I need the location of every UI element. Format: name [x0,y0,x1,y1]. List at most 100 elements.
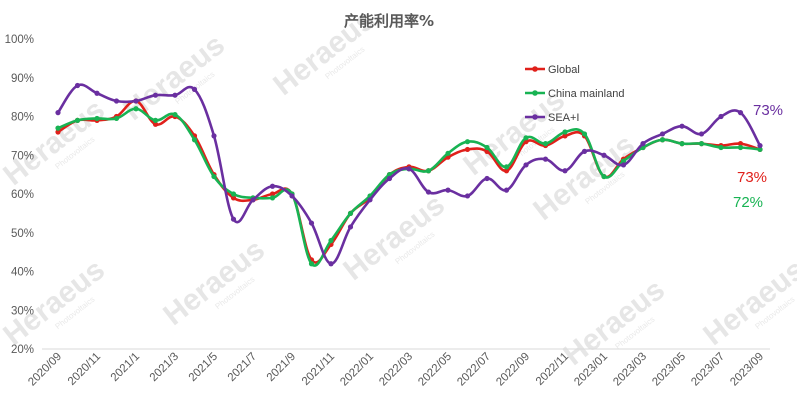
x-tick-label: 2023/09 [728,351,766,389]
y-tick-label: 40% [11,267,34,279]
x-tick-label: 2022/11 [534,351,571,388]
y-axis: 20% 30% 40% 50% 60% 70% 80% 90% 100% [5,34,34,356]
series-sea-i [55,82,763,267]
point-global [269,191,276,197]
point-china-mainland [757,146,763,153]
point-sea-i [620,162,627,168]
y-tick-label: 70% [11,150,34,162]
point-sea-i [347,224,354,230]
point-china-mainland [269,195,276,201]
plot-area [55,82,763,267]
point-sea-i [289,193,295,199]
point-china-mainland [347,210,354,216]
legend-label: Global [548,64,580,76]
end-value-label: 72% [733,194,763,211]
point-sea-i [152,92,159,98]
x-tick-label: 2023/07 [689,351,727,389]
end-value-label: 73% [753,102,783,119]
point-global [737,141,744,147]
point-sea-i [737,110,744,116]
point-global [503,168,510,174]
point-china-mainland [113,115,120,122]
point-sea-i [133,98,139,104]
point-china-mainland [581,131,588,137]
legend: Global China mainland SEA+I [525,64,624,124]
point-sea-i [250,197,256,203]
point-sea-i [55,110,61,116]
point-china-mainland [718,144,724,151]
point-global [55,129,61,135]
x-tick-label: 2022/05 [416,351,454,389]
point-sea-i [172,92,178,98]
legend-item-sea-i: SEA+I [525,112,580,124]
point-china-mainland [523,135,529,141]
point-global [562,133,568,139]
point-sea-i [308,220,315,226]
x-tick-label: 2021/5 [187,351,220,384]
point-sea-i [640,141,646,147]
x-tick-label: 2022/07 [455,351,493,389]
y-tick-label: 50% [11,228,34,240]
point-sea-i [659,131,666,137]
point-china-mainland [464,139,471,145]
legend-item-global: Global [525,64,580,76]
point-china-mainland [172,111,178,118]
point-global [152,121,159,127]
x-tick-label: 2021/9 [265,351,298,384]
x-tick-label: 2020/11 [66,351,103,388]
point-sea-i [386,175,393,182]
point-sea-i [757,142,763,149]
chart-title: 产能利用率% [344,12,434,30]
point-china-mainland [191,137,198,143]
point-china-mainland [698,141,705,147]
x-tick-label: 2023/05 [650,351,688,389]
legend-item-china-mainland: China mainland [525,88,624,100]
x-tick-label: 2021/3 [148,351,181,384]
point-china-mainland [328,237,334,244]
x-tick-label: 2022/01 [338,351,376,389]
point-sea-i [191,86,198,92]
legend-label: China mainland [548,88,624,100]
y-tick-label: 60% [11,189,34,201]
point-china-mainland [601,173,607,180]
point-china-mainland [679,141,685,147]
point-sea-i [74,82,81,89]
point-china-mainland [542,141,549,147]
point-sea-i [464,193,471,199]
point-sea-i [230,216,237,222]
x-tick-label: 2022/09 [494,351,532,389]
series-china-mainland [55,106,763,267]
point-sea-i [367,197,373,203]
point-sea-i [484,175,490,182]
point-china-mainland [562,129,568,135]
point-global [464,146,471,153]
x-axis: 2020/09 2020/11 2021/1 2021/3 2021/5 2021/7 20… [26,351,766,389]
x-tick-label: 2021/11 [300,351,337,388]
legend-swatch-marker [532,90,538,96]
point-sea-i [328,261,334,267]
point-china-mainland [230,191,237,197]
x-tick-label: 2021/7 [226,351,259,384]
legend-swatch-marker [532,114,538,120]
point-sea-i [406,166,412,172]
point-sea-i [542,156,549,162]
point-sea-i [523,162,529,168]
point-china-mainland [425,168,432,174]
point-sea-i [601,152,607,158]
point-sea-i [269,183,276,189]
point-sea-i [718,113,724,120]
point-sea-i [425,189,432,195]
point-china-mainland [94,115,100,122]
point-china-mainland [152,117,159,123]
point-global [230,195,237,201]
point-china-mainland [133,106,139,112]
y-tick-label: 80% [11,112,34,124]
point-sea-i [113,98,120,104]
